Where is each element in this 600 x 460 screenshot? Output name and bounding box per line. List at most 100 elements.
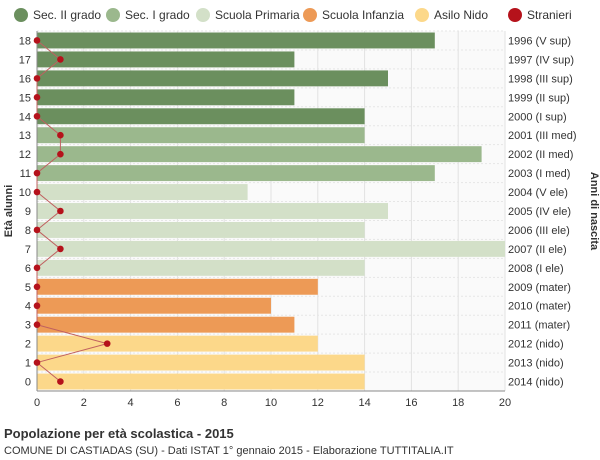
stranieri-point-age-14 [33,112,41,120]
y-tick-label-year: 2010 (mater) [508,301,571,313]
y-tick-label-age: 9 [25,206,31,218]
y-tick-label-year: 2004 (V ele) [508,187,568,199]
y-tick-label-year: 1998 (III sup) [508,73,573,85]
bar-age-8 [37,221,365,238]
bar-age-10 [37,184,248,201]
stranieri-point-age-5 [33,283,41,291]
bar-age-16 [37,70,388,87]
legend-dot-5 [508,8,522,22]
x-tick-label: 14 [358,397,370,409]
legend-label-3: Scuola Infanzia [322,8,404,22]
y-tick-label-year: 2006 (III ele) [508,225,570,237]
stranieri-point-age-6 [33,264,41,272]
y-tick-label-age: 1 [25,358,31,370]
x-tick-label: 4 [128,397,134,409]
stranieri-point-age-13 [57,131,64,139]
y-tick-label-year: 2003 (I med) [508,168,570,180]
legend-label-0: Sec. II grado [33,8,101,22]
bar-age-6 [37,259,365,276]
stranieri-point-age-17 [57,56,64,63]
bar-age-13 [37,127,365,144]
x-tick-label: 16 [405,397,417,409]
y-tick-label-age: 10 [19,187,31,199]
stranieri-point-age-3 [33,321,41,328]
y-tick-label-year: 1996 (V sup) [508,35,571,47]
y-tick-label-age: 14 [19,111,31,123]
y-tick-label-year: 2000 (I sup) [508,111,567,123]
bar-age-15 [37,89,295,106]
y-tick-label-age: 12 [19,149,31,161]
y-tick-label-year: 2007 (II ele) [508,244,567,256]
y-tick-label-year: 2002 (II med) [508,149,573,161]
stranieri-point-age-9 [57,207,64,215]
y-tick-label-year: 2008 (I ele) [508,263,564,275]
x-tick-label: 20 [499,397,511,409]
stranieri-point-age-10 [33,188,41,196]
legend-dot-3 [303,8,317,22]
bar-age-9 [37,203,388,219]
y-tick-label-age: 2 [25,339,31,351]
bar-age-18 [37,32,435,49]
stranieri-point-age-16 [33,75,41,82]
y-tick-label-age: 5 [25,282,31,294]
stranieri-point-age-12 [57,150,64,158]
bar-age-11 [37,165,435,182]
bar-age-2 [37,335,318,352]
y-axis-title-left: Età alunni [3,185,15,238]
bar-age-17 [37,51,295,68]
stranieri-point-age-18 [33,37,41,44]
stranieri-point-age-7 [57,245,64,253]
legend-dot-4 [415,8,429,22]
stranieri-point-age-4 [33,302,41,310]
y-tick-label-age: 17 [19,54,31,66]
stranieri-point-age-15 [33,94,41,101]
y-tick-label-year: 2011 (mater) [508,320,570,332]
y-tick-label-age: 3 [25,320,31,332]
stranieri-point-age-2 [103,340,111,347]
bar-age-7 [37,240,505,257]
x-tick-label: 12 [312,397,324,409]
legend-label-1: Sec. I grado [125,8,190,22]
x-tick-label: 8 [221,397,227,409]
bar-age-1 [37,354,365,371]
y-tick-label-age: 0 [25,377,31,389]
y-tick-label-year: 1999 (II sup) [508,92,570,104]
y-tick-label-age: 16 [19,73,31,85]
legend-label-4: Asilo Nido [434,8,488,22]
y-tick-label-age: 18 [19,35,31,47]
y-tick-label-year: 2005 (IV ele) [508,206,571,218]
y-tick-label-age: 7 [25,244,31,256]
stranieri-point-age-8 [33,226,41,234]
bar-age-3 [37,316,295,333]
chart-footer-title: Popolazione per età scolastica - 2015 [4,426,234,441]
y-tick-label-year: 2014 (nido) [508,377,564,389]
chart-footer-subtitle: COMUNE DI CASTIADAS (SU) - Dati ISTAT 1°… [4,445,454,457]
bar-age-4 [37,297,271,314]
y-tick-label-year: 1997 (IV sup) [508,54,574,66]
y-tick-label-age: 8 [25,225,31,237]
stranieri-point-age-1 [33,359,41,366]
y-tick-label-age: 4 [25,301,31,313]
x-tick-label: 6 [174,397,180,409]
bar-age-14 [37,108,365,125]
y-tick-label-age: 15 [19,92,31,104]
x-tick-label: 10 [265,397,277,409]
y-axis-title-right: Anni di nascita [588,172,600,251]
y-tick-label-age: 11 [20,168,31,180]
bar-age-0 [37,373,365,390]
legend-label-2: Scuola Primaria [215,8,300,22]
y-tick-label-age: 6 [25,263,31,275]
legend-dot-0 [14,8,28,22]
y-tick-label-year: 2012 (nido) [508,339,564,351]
y-tick-label-year: 2009 (mater) [508,282,571,294]
bar-age-12 [37,146,482,163]
y-tick-label-year: 2013 (nido) [508,358,564,370]
y-tick-label-age: 13 [19,130,31,142]
stranieri-point-age-0 [57,378,64,385]
x-tick-label: 18 [452,397,464,409]
legend-label-5: Stranieri [527,8,572,22]
bar-age-5 [37,278,318,295]
x-tick-label: 0 [34,397,40,409]
legend-dot-1 [106,8,120,22]
